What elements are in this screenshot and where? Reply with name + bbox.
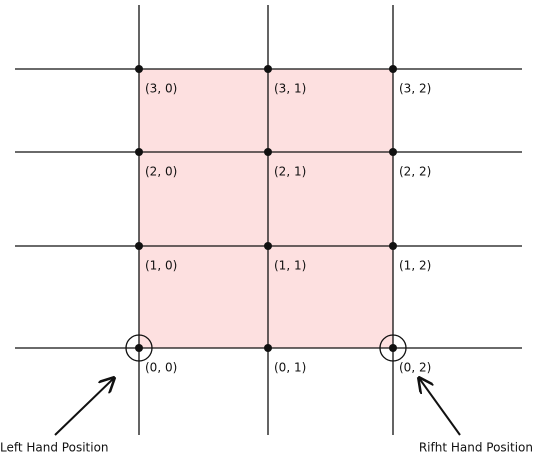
node-dot xyxy=(389,242,397,250)
node-label: (2, 2) xyxy=(399,165,431,179)
node-dot xyxy=(264,65,272,73)
node-label: (1, 1) xyxy=(274,259,306,273)
node-dot xyxy=(389,65,397,73)
annotation: Left Hand Position xyxy=(0,441,109,455)
node-label: (1, 0) xyxy=(145,259,177,273)
node-label: (0, 0) xyxy=(145,361,177,375)
node-dot xyxy=(135,344,143,352)
node-label: (0, 1) xyxy=(274,361,306,375)
node-label: (3, 2) xyxy=(399,82,431,96)
node-label: (3, 1) xyxy=(274,82,306,96)
node-label: (3, 0) xyxy=(145,82,177,96)
nodes: (3, 0) (3, 1) (3, 2) (2, 0) (2, 1) (2, 2) (1, … xyxy=(135,65,431,375)
region xyxy=(139,69,393,348)
node-dot xyxy=(264,242,272,250)
arrow xyxy=(419,378,461,436)
node-label: (2, 0) xyxy=(145,165,177,179)
node-label: (1, 2) xyxy=(399,259,431,273)
hand-circle xyxy=(379,334,407,362)
node-dot xyxy=(135,242,143,250)
node-label: (0, 2) xyxy=(399,361,431,375)
annotation: Rifht Hand Position xyxy=(419,441,533,455)
node-dot xyxy=(264,344,272,352)
node-label: (2, 1) xyxy=(274,165,306,179)
arrow xyxy=(54,378,114,436)
node-dot xyxy=(135,65,143,73)
node-dot xyxy=(264,148,272,156)
hand-circle xyxy=(125,334,153,362)
node-dot xyxy=(135,148,143,156)
node-dot xyxy=(389,148,397,156)
node-dot xyxy=(389,344,397,352)
